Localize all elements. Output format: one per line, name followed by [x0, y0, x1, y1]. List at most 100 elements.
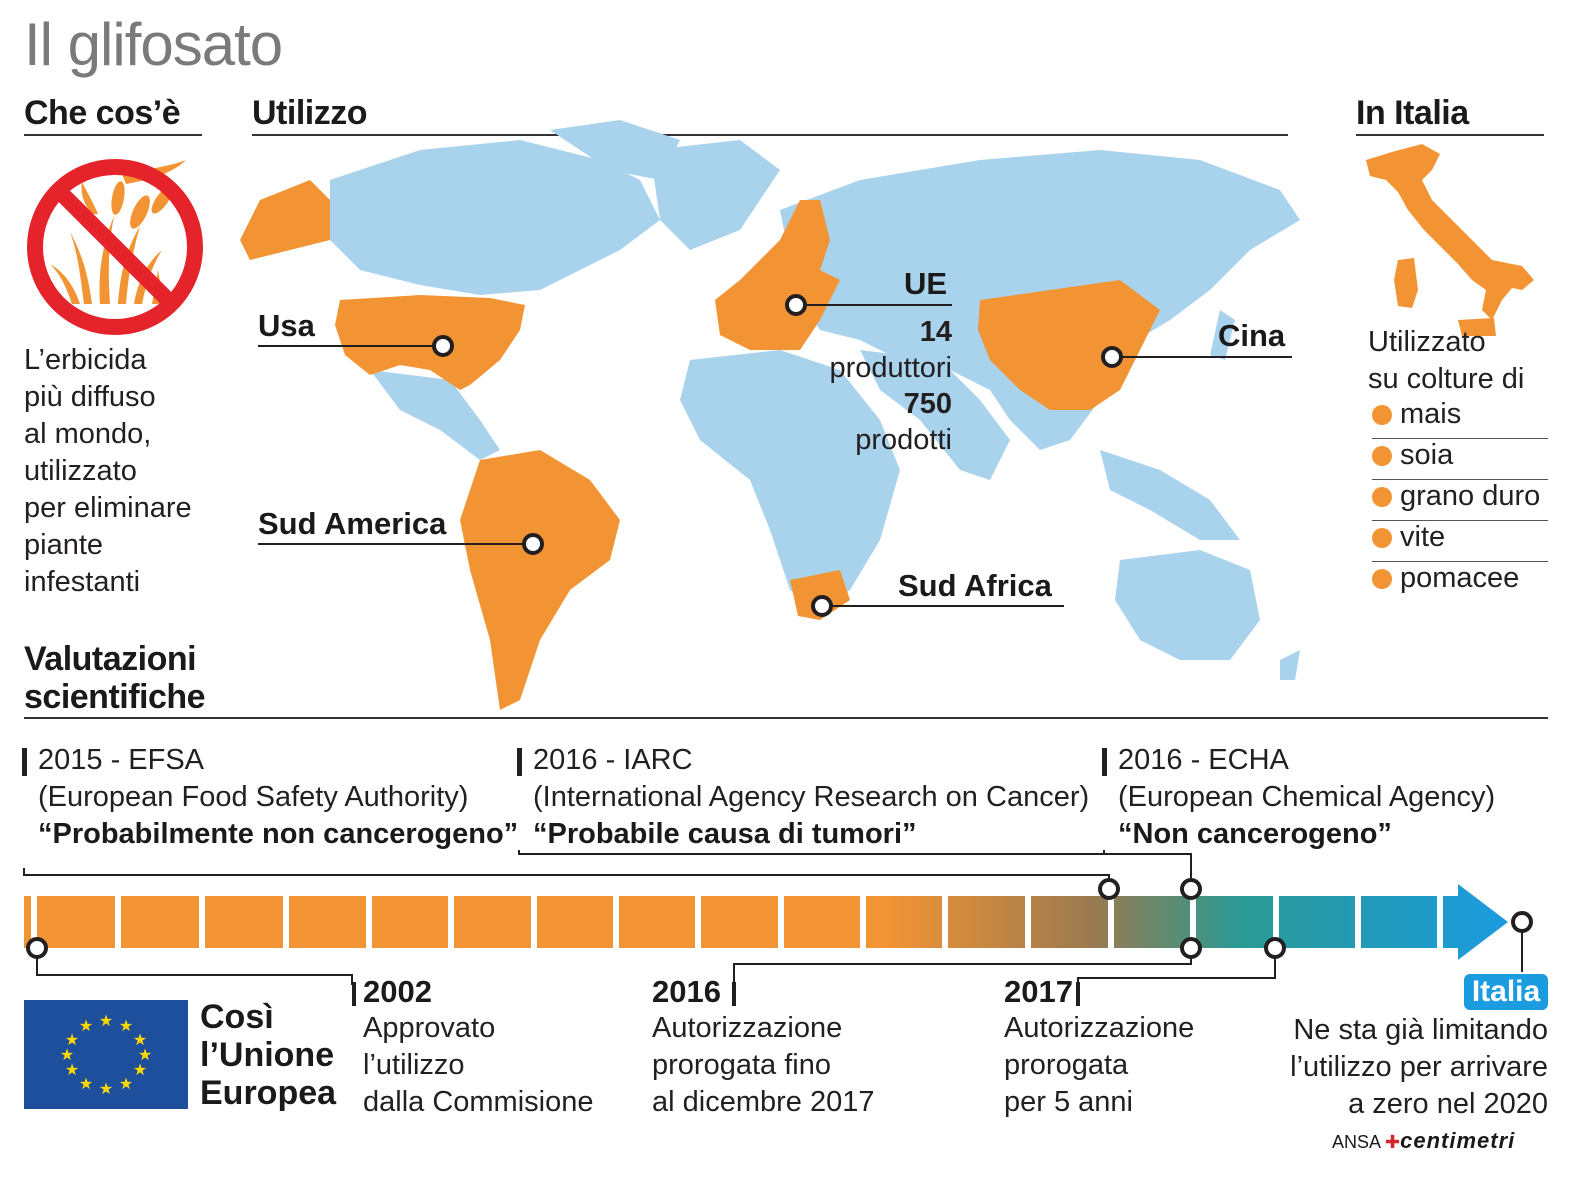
no-herbicide-icon [27, 159, 203, 335]
new-zealand-shape [1280, 650, 1300, 680]
africa-shape [680, 350, 900, 610]
label-ue: UE [904, 266, 948, 301]
evaluations-heading: Valutazioni scientifiche [24, 640, 206, 716]
ue-producers-label: produttori [829, 352, 952, 384]
italia-badge: Italia [1464, 974, 1548, 1010]
evaluation-iarc: 2016 - IARC (International Agency Resear… [533, 742, 1089, 853]
svg-text:★: ★ [99, 1011, 113, 1030]
svg-text:★: ★ [60, 1045, 74, 1064]
what-line: L’erbicida [24, 344, 147, 376]
timeline-marker [1180, 878, 1202, 900]
italia-desc-line: l’utilizzo per arrivare [1290, 1051, 1548, 1083]
eval-verdict: “Probabile causa di tumori” [533, 818, 917, 850]
event-tick [352, 982, 356, 1006]
italy-heading: In Italia [1356, 94, 1469, 132]
eval-verdict: “Probabilmente non cancerogeno” [38, 818, 519, 850]
ue-products-count: 750 [903, 388, 952, 420]
event-2017: 2017 Autorizzazione prorogata per 5 anni [1004, 974, 1194, 1121]
credit: ANSA ✚centimetri [1332, 1128, 1515, 1154]
italia-desc-line: Ne sta già limitando [1293, 1014, 1548, 1046]
what-line: per eliminare [24, 492, 192, 524]
what-line: utilizzato [24, 455, 137, 487]
event-desc-line: per 5 anni [1004, 1086, 1133, 1118]
italy-intro: Utilizzato su colture di [1368, 324, 1524, 398]
greenland-shape [650, 140, 780, 250]
event-desc-line: Autorizzazione [1004, 1012, 1195, 1044]
eval-full-name: (International Agency Research on Cancer… [533, 781, 1090, 813]
eu-caption-line: Così [200, 998, 274, 1036]
event-2016: 2016 Autorizzazione prorogata fino al di… [652, 974, 874, 1121]
bullet-dot-icon [1372, 569, 1392, 589]
map-leaders [258, 294, 1292, 617]
evaluation-echa: 2016 - ECHA (European Chemical Agency) “… [1118, 742, 1495, 853]
eu-caption: Così l’Unione Europea [200, 998, 336, 1112]
eval-full-name: (European Food Safety Authority) [38, 781, 469, 813]
china-shape [978, 280, 1160, 410]
what-line: infestanti [24, 566, 141, 598]
event-tick [1076, 982, 1080, 1006]
eval-year-org: 2016 - IARC [533, 744, 693, 776]
se-asia-shape [1100, 450, 1240, 540]
event-year: 2016 [652, 974, 721, 1009]
usage-rule [252, 134, 1288, 136]
svg-text:★: ★ [133, 1060, 147, 1079]
event-year: 2017 [1004, 974, 1073, 1009]
usage-heading: Utilizzo [252, 94, 367, 132]
crop-item: pomacee [1372, 562, 1548, 602]
eval-full-name: (European Chemical Agency) [1118, 781, 1496, 813]
italy-intro-line: su colture di [1368, 363, 1525, 395]
timeline-marker [1180, 937, 1202, 959]
event-desc-line: Autorizzazione [652, 1012, 843, 1044]
event-desc-line: l’utilizzo [363, 1049, 465, 1081]
cina-marker [1101, 346, 1123, 368]
eval-tick [517, 748, 522, 776]
label-cina: Cina [1218, 318, 1286, 353]
crop-item: soia [1372, 439, 1548, 480]
italy-peninsula-shape [1366, 144, 1534, 320]
page-title: Il glifosato [24, 11, 283, 78]
event-desc: Autorizzazione prorogata fino al dicembr… [652, 1010, 874, 1121]
ue-producers-count: 14 [919, 316, 952, 348]
evaluation-efsa: 2015 - EFSA (European Food Safety Author… [38, 742, 518, 853]
south-africa-shape [790, 570, 850, 620]
eval-tick [22, 748, 27, 776]
eu-flag-icon: ★ ★★ ★★★ ★★★ ★★★ [24, 1000, 188, 1109]
bullet-dot-icon [1372, 528, 1392, 548]
svg-text:★: ★ [65, 1060, 79, 1079]
event-desc: Approvato l’utilizzo dalla Commisione [363, 1010, 594, 1121]
south-america-shape [460, 450, 620, 710]
eval-year-org: 2015 - EFSA [38, 744, 205, 776]
usa-marker [432, 335, 454, 357]
crop-label: vite [1400, 521, 1446, 553]
crop-item: grano duro [1372, 480, 1548, 521]
what-line: piante [24, 529, 104, 561]
crop-item: vite [1372, 521, 1548, 562]
timeline-marker [26, 937, 48, 959]
event-desc: Autorizzazione prorogata per 5 anni [1004, 1010, 1194, 1121]
ue-products-label: prodotti [855, 424, 952, 456]
credit-brand: centimetri [1400, 1128, 1516, 1153]
eu-caption-line: Europea [200, 1074, 337, 1112]
italy-map [1366, 144, 1534, 336]
timeline-graphic [23, 850, 1533, 985]
event-year: 2002 [363, 974, 432, 1009]
crop-label: mais [1400, 398, 1462, 430]
crop-label: pomacee [1400, 562, 1520, 594]
bullet-dot-icon [1372, 405, 1392, 425]
label-sud-america: Sud America [258, 506, 447, 541]
svg-text:★: ★ [119, 1016, 133, 1035]
evaluations-rule [24, 717, 1548, 719]
italia-desc-line: a zero nel 2020 [1348, 1088, 1548, 1120]
mexico-shape [370, 370, 500, 460]
label-sud-africa: Sud Africa [898, 568, 1052, 603]
svg-text:★: ★ [99, 1079, 113, 1098]
evaluations-heading-line: scientifiche [24, 678, 206, 716]
svg-text:★: ★ [79, 1016, 93, 1035]
eval-verdict: “Non cancerogeno” [1118, 818, 1392, 850]
japan-shape [1210, 310, 1235, 360]
ue-stats: 14 produttori 750 prodotti [780, 314, 952, 458]
bullet-dot-icon [1372, 487, 1392, 507]
eval-year-org: 2016 - ECHA [1118, 744, 1289, 776]
evaluations-heading-line: Valutazioni [24, 640, 197, 678]
timeline-marker [1098, 878, 1120, 900]
